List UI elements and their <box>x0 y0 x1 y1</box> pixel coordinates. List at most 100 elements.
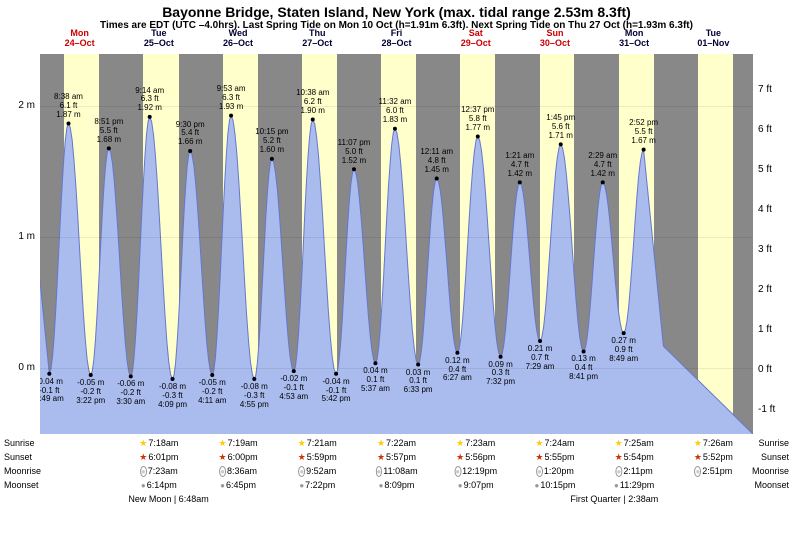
moon-rise-time: 12:19pm <box>454 466 497 476</box>
low-tide-label: -0.02 m-0.1 ft4:53 am <box>279 375 308 401</box>
sun-rise-time: 7:22am <box>377 438 416 449</box>
high-tide-label: 8:38 am6.1 ft1.87 m <box>54 93 83 119</box>
y-tick-m: 0 m <box>0 362 35 373</box>
astro-area: Sunrise Sunrise 7:18am7:19am7:21am7:22am… <box>0 438 793 508</box>
y-tick-ft: 6 ft <box>758 124 793 135</box>
tide-point <box>476 135 480 139</box>
high-tide-label: 8:51 pm5.5 ft1.68 m <box>94 118 123 144</box>
moon-set-time: 7:22pm <box>299 480 335 490</box>
tide-area <box>40 116 753 434</box>
tide-point <box>642 148 646 152</box>
moonrise-label-r: Moonrise <box>752 466 789 476</box>
tide-point <box>270 157 274 161</box>
date-label: Tue01–Nov <box>683 28 743 48</box>
y-tick-ft: 5 ft <box>758 164 793 175</box>
low-tide-label: -0.05 m-0.2 ft4:11 am <box>198 379 226 405</box>
moon-set-time: 6:45pm <box>220 480 256 490</box>
moonrise-label: Moonrise <box>4 466 41 476</box>
date-labels-row: Mon24–OctTue25–OctWed26–OctThu27–OctFri2… <box>0 28 793 52</box>
low-tide-label: 0.27 m0.9 ft8:49 am <box>609 337 638 363</box>
tide-point <box>292 369 296 373</box>
tide-chart-container: Bayonne Bridge, Staten Island, New York … <box>0 0 793 539</box>
moon-set-time: 11:29pm <box>614 480 654 490</box>
moon-rise-time: 7:23am <box>140 466 178 476</box>
date-label: Wed26–Oct <box>208 28 268 48</box>
sun-set-time: 5:54pm <box>615 452 654 463</box>
tide-point <box>518 180 522 184</box>
sun-set-time: 6:00pm <box>218 452 257 463</box>
high-tide-label: 2:52 pm5.5 ft1.67 m <box>629 119 658 145</box>
sunset-row: Sunset Sunset 6:01pm6:00pm5:59pm5:57pm5:… <box>0 452 793 466</box>
tide-point <box>416 363 420 367</box>
tide-point <box>210 373 214 377</box>
tide-point <box>129 374 133 378</box>
moon-rise-time: 2:11pm <box>616 466 653 476</box>
moonset-label: Moonset <box>4 480 39 490</box>
tide-point <box>252 377 256 381</box>
high-tide-label: 12:37 pm5.8 ft1.77 m <box>461 106 494 132</box>
tide-point <box>47 372 51 376</box>
sun-rise-time: 7:25am <box>615 438 654 449</box>
date-label: Sat29–Oct <box>446 28 506 48</box>
tide-point <box>229 114 233 118</box>
y-tick-ft: 0 ft <box>758 364 793 375</box>
moon-set-time: 10:15pm <box>535 480 576 490</box>
moon-phase-label: New Moon | 6:48am <box>128 494 208 504</box>
sun-rise-time: 7:21am <box>298 438 337 449</box>
sun-set-time: 6:01pm <box>139 452 178 463</box>
date-label: Thu27–Oct <box>287 28 347 48</box>
high-tide-label: 10:38 am6.2 ft1.90 m <box>296 89 329 115</box>
tide-point <box>311 118 315 122</box>
tide-point <box>393 127 397 131</box>
tide-point <box>538 339 542 343</box>
tide-point <box>66 121 70 125</box>
low-tide-label: -0.08 m-0.3 ft4:09 pm <box>158 383 187 409</box>
y-tick-ft: 2 ft <box>758 284 793 295</box>
tide-point <box>107 146 111 150</box>
plot-area: -0.04 m-0.1 ft2:49 am8:38 am6.1 ft1.87 m… <box>40 54 753 434</box>
tide-point <box>601 180 605 184</box>
tide-point <box>559 142 563 146</box>
sun-set-time: 5:57pm <box>377 452 416 463</box>
high-tide-label: 2:29 am4.7 ft1.42 m <box>588 152 617 178</box>
sunrise-row: Sunrise Sunrise 7:18am7:19am7:21am7:22am… <box>0 438 793 452</box>
high-tide-label: 1:21 am4.7 ft1.42 m <box>505 152 534 178</box>
date-label: Fri28–Oct <box>367 28 427 48</box>
low-tide-label: -0.04 m-0.1 ft5:42 pm <box>322 378 351 404</box>
tide-point <box>373 361 377 365</box>
y-tick-m: 2 m <box>0 100 35 111</box>
high-tide-label: 11:07 pm5.0 ft1.52 m <box>338 139 371 165</box>
moonset-label-r: Moonset <box>754 480 789 490</box>
sun-rise-time: 7:23am <box>456 438 495 449</box>
tide-point <box>352 167 356 171</box>
high-tide-label: 9:30 pm5.4 ft1.66 m <box>176 121 205 147</box>
y-tick-ft: -1 ft <box>758 404 793 415</box>
low-tide-label: 0.03 m0.1 ft6:33 pm <box>404 369 433 395</box>
sun-rise-time: 7:26am <box>694 438 733 449</box>
tide-point <box>148 115 152 119</box>
moonrise-row: Moonrise Moonrise 7:23am8:36am9:52am11:0… <box>0 466 793 480</box>
gridline <box>40 237 753 238</box>
sun-set-time: 5:52pm <box>694 452 733 463</box>
moon-set-time: 6:14pm <box>141 480 177 490</box>
high-tide-label: 10:15 pm5.2 ft1.60 m <box>255 128 288 154</box>
moon-rise-time: 1:20pm <box>536 466 574 476</box>
moon-phase-label: First Quarter | 2:38am <box>570 494 658 504</box>
y-axis-left-meters: 0 m1 m2 m <box>0 54 40 434</box>
date-label: Mon24–Oct <box>50 28 110 48</box>
y-tick-ft: 7 ft <box>758 84 793 95</box>
high-tide-label: 1:45 pm5.6 ft1.71 m <box>546 114 575 140</box>
y-tick-ft: 3 ft <box>758 244 793 255</box>
chart-title: Bayonne Bridge, Staten Island, New York … <box>0 4 793 20</box>
low-tide-label: -0.08 m-0.3 ft4:55 pm <box>240 383 269 409</box>
tide-point <box>89 373 93 377</box>
moon-set-time: 9:07pm <box>458 480 494 490</box>
tide-point <box>582 349 586 353</box>
y-axis-right-feet: -1 ft0 ft1 ft2 ft3 ft4 ft5 ft6 ft7 ft <box>753 54 793 434</box>
high-tide-label: 11:32 am6.0 ft1.83 m <box>379 98 412 124</box>
low-tide-label: 0.21 m0.7 ft7:29 am <box>526 345 555 371</box>
moon-rise-time: 8:36am <box>219 466 257 476</box>
sun-rise-time: 7:18am <box>139 438 178 449</box>
tide-point <box>188 149 192 153</box>
sun-rise-time: 7:24am <box>535 438 574 449</box>
